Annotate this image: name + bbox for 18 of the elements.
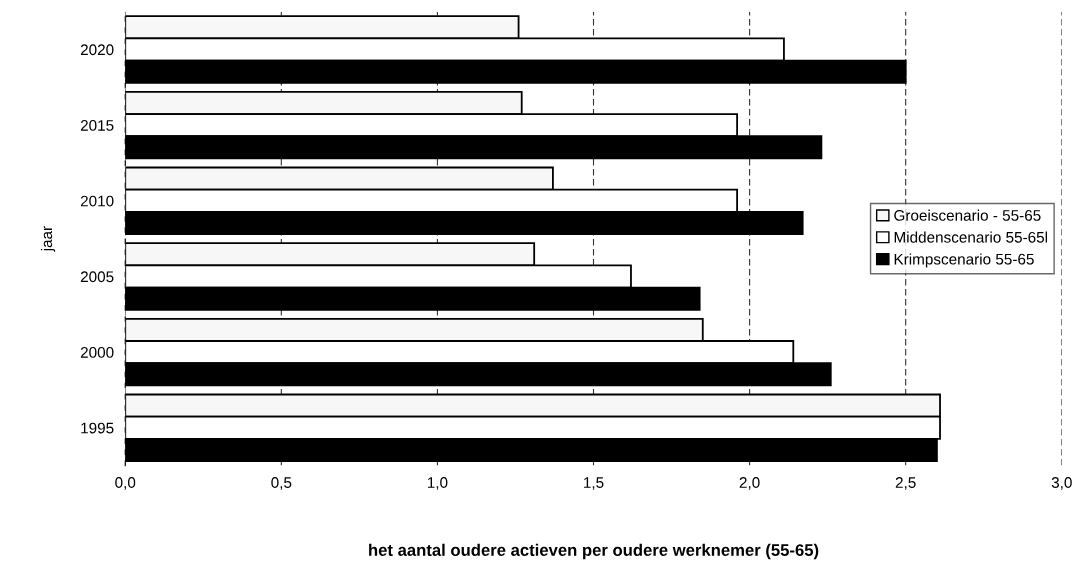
x-tick-label: 2,0 <box>739 477 760 490</box>
legend-label: Groeiscenario - 55-65 <box>894 209 1041 221</box>
x-tick-label: 3,0 <box>1051 477 1072 490</box>
y-tick-label: 2010 <box>80 195 114 207</box>
y-tick-label: 2005 <box>80 271 114 283</box>
y-tick-label: 1995 <box>81 422 114 434</box>
y-tick-label: 2020 <box>80 44 114 56</box>
x-tick-label: 1,5 <box>584 477 604 490</box>
legend-label: Middenscenario 55-65l <box>894 231 1048 243</box>
y-tick-label: 2000 <box>80 346 114 358</box>
y-tick-label: 2015 <box>80 120 114 131</box>
x-tick-label: 0,0 <box>115 477 136 490</box>
x-tick-label: 2,5 <box>895 477 916 490</box>
legend-label: Krimpscenario 55-65 <box>894 253 1034 268</box>
x-tick-label: 1,0 <box>427 477 448 490</box>
x-tick-label: 0,5 <box>271 477 292 490</box>
y-axis-title: jaar <box>40 226 56 252</box>
x-axis-title: het aantal oudere actieven per oudere werknemer (55-65) <box>369 543 819 560</box>
